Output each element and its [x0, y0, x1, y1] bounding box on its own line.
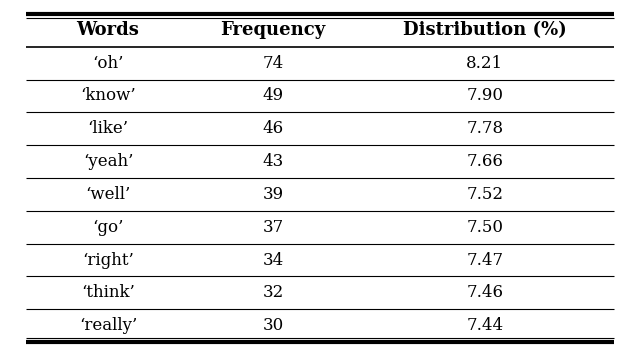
Text: ‘really’: ‘really’: [79, 317, 137, 334]
Text: 46: 46: [262, 120, 284, 137]
Text: 39: 39: [262, 186, 284, 203]
Text: 7.44: 7.44: [467, 317, 504, 334]
Text: 32: 32: [262, 284, 284, 301]
Text: ‘like’: ‘like’: [88, 120, 129, 137]
Text: 7.50: 7.50: [467, 219, 504, 236]
Text: 49: 49: [262, 88, 284, 104]
Text: 43: 43: [262, 153, 284, 170]
Text: ‘oh’: ‘oh’: [92, 55, 124, 72]
Text: 7.78: 7.78: [467, 120, 504, 137]
Text: Frequency: Frequency: [220, 21, 326, 39]
Text: ‘right’: ‘right’: [82, 252, 134, 268]
Text: Words: Words: [77, 21, 140, 39]
Text: 74: 74: [262, 55, 284, 72]
Text: 34: 34: [262, 252, 284, 268]
Text: ‘go’: ‘go’: [92, 219, 124, 236]
Text: 37: 37: [262, 219, 284, 236]
Text: ‘yeah’: ‘yeah’: [83, 153, 133, 170]
Text: 7.52: 7.52: [467, 186, 504, 203]
Text: 30: 30: [262, 317, 284, 334]
Text: ‘think’: ‘think’: [81, 284, 135, 301]
Text: 7.47: 7.47: [467, 252, 504, 268]
Text: 8.21: 8.21: [467, 55, 504, 72]
Text: ‘know’: ‘know’: [80, 88, 136, 104]
Text: 7.90: 7.90: [467, 88, 504, 104]
Text: 7.66: 7.66: [467, 153, 503, 170]
Text: ‘well’: ‘well’: [85, 186, 131, 203]
Text: Distribution (%): Distribution (%): [403, 21, 567, 39]
Text: 7.46: 7.46: [467, 284, 504, 301]
